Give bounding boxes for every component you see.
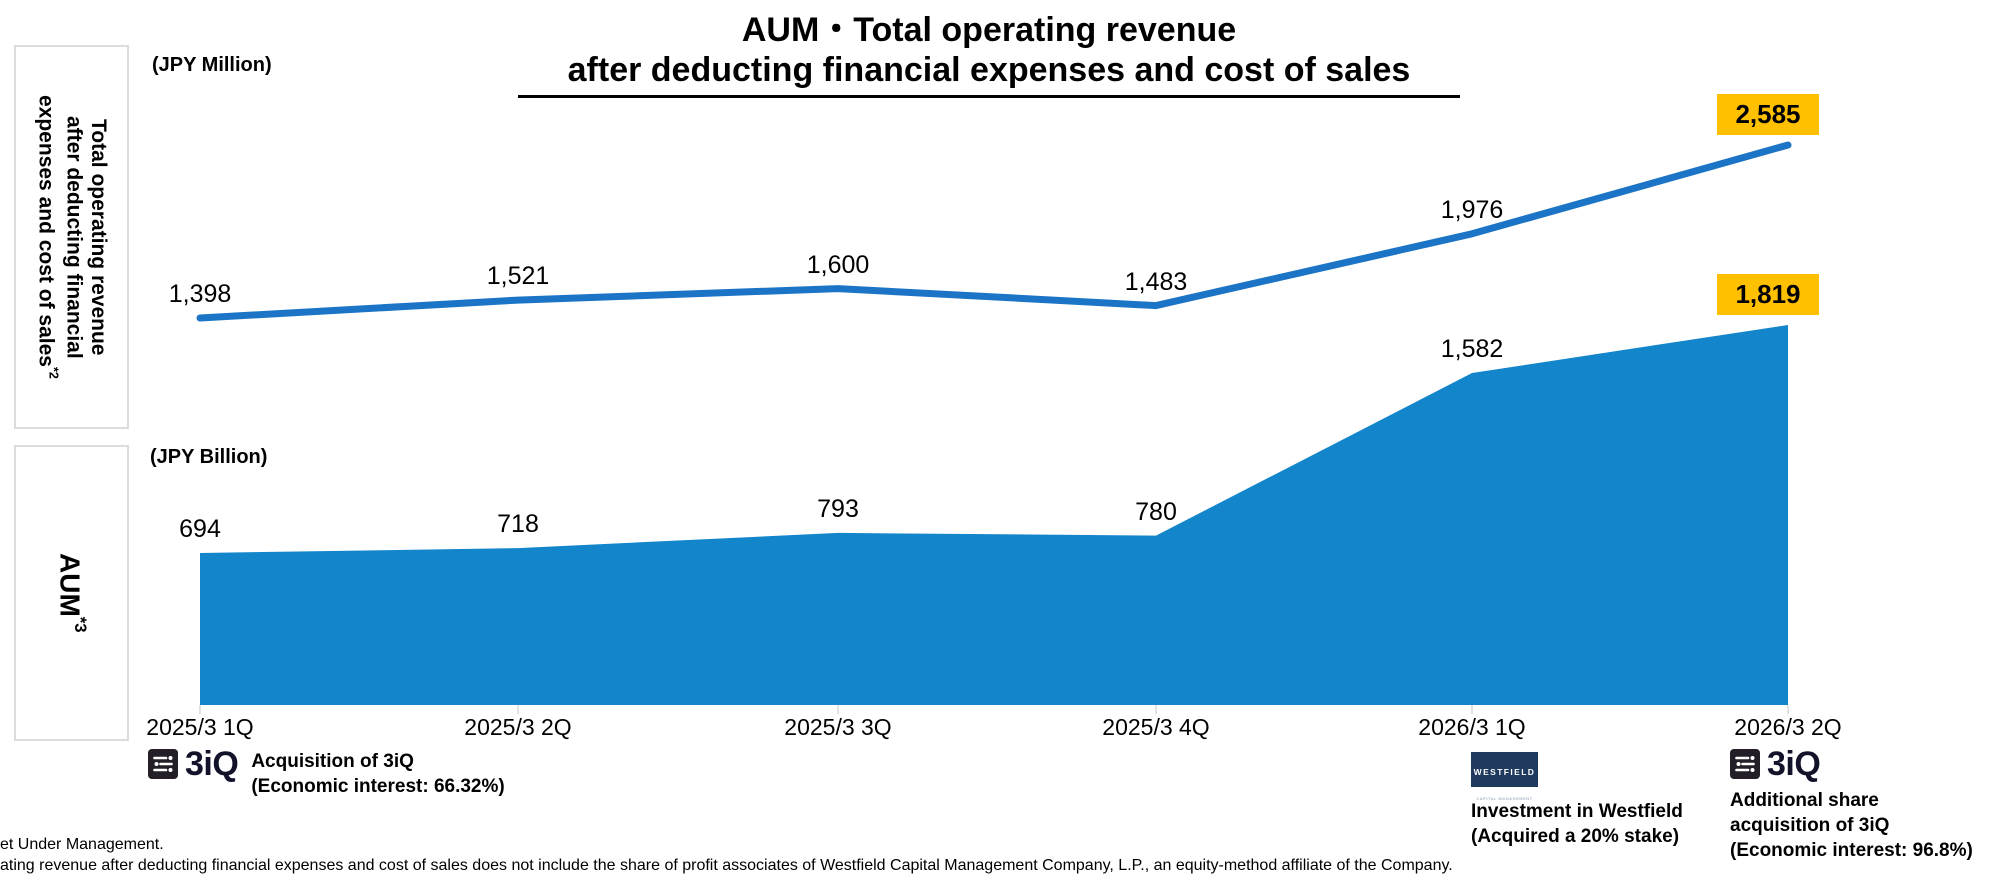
highlighted-data-label: 2,585 bbox=[1717, 94, 1819, 135]
side-label-revenue: Total operating revenue after deducting … bbox=[34, 95, 111, 379]
x-axis-label: 2025/3 4Q bbox=[1102, 714, 1210, 740]
annotation-3iq-acquisition: 3iQ Acquisition of 3iQ (Economic interes… bbox=[148, 746, 505, 799]
chart-title-line1: AUM・Total operating revenue bbox=[741, 11, 1237, 49]
chart-title: AUM・Total operating revenue after deduct… bbox=[518, 10, 1460, 98]
annotation-text: Additional share acquisition of 3iQ (Eco… bbox=[1730, 790, 1973, 861]
data-label: 1,483 bbox=[1124, 267, 1188, 296]
footnote-line2: ating revenue after deducting financial … bbox=[0, 857, 1453, 874]
data-label: 1,600 bbox=[806, 250, 870, 279]
x-axis-label: 2026/3 2Q bbox=[1734, 714, 1842, 740]
unit-label-jpy-billion: (JPY Billion) bbox=[150, 446, 268, 468]
aum-area-series bbox=[200, 325, 1788, 705]
westfield-logo: WESTFIELD CAPITAL MANAGEMENT bbox=[1471, 752, 1538, 801]
revenue-line-series bbox=[196, 141, 1792, 322]
highlighted-data-label: 1,819 bbox=[1717, 274, 1819, 315]
3iq-logo-text: 3iQ bbox=[185, 745, 239, 783]
3iq-logo-icon bbox=[148, 749, 178, 779]
side-label-revenue-box: Total operating revenue after deducting … bbox=[14, 45, 129, 429]
footnote-line1: et Under Management. bbox=[0, 836, 164, 853]
x-axis-label: 2025/3 1Q bbox=[146, 714, 254, 740]
data-label: 1,398 bbox=[168, 280, 232, 308]
data-label: 694 bbox=[179, 515, 221, 543]
footnote-ref-3: *3 bbox=[71, 616, 91, 633]
side-label-aum-box: AUM*3 bbox=[14, 445, 129, 741]
data-label: 1,582 bbox=[1440, 335, 1504, 364]
x-axis-label: 2025/3 2Q bbox=[464, 714, 572, 740]
x-axis-label: 2025/3 3Q bbox=[784, 714, 892, 740]
footnote-ref-2: *2 bbox=[46, 367, 61, 379]
unit-label-jpy-million: (JPY Million) bbox=[152, 54, 272, 76]
data-label: 1,976 bbox=[1440, 195, 1504, 224]
annotation-3iq-additional: 3iQ Additional share acquisition of 3iQ … bbox=[1730, 746, 1973, 863]
3iq-logo-icon bbox=[1730, 749, 1760, 779]
data-label: 780 bbox=[1135, 497, 1177, 526]
3iq-logo: 3iQ bbox=[148, 745, 239, 783]
westfield-logo-subtext: CAPITAL MANAGEMENT bbox=[1476, 796, 1533, 801]
data-label: 793 bbox=[817, 494, 859, 523]
3iq-logo: 3iQ bbox=[1730, 746, 1973, 782]
chart-title-line2: after deducting financial expenses and c… bbox=[567, 51, 1411, 89]
3iq-logo-text: 3iQ bbox=[1767, 745, 1821, 783]
data-label: 718 bbox=[497, 510, 539, 539]
x-axis-label: 2026/3 1Q bbox=[1418, 714, 1526, 740]
annotation-westfield-investment: WESTFIELD CAPITAL MANAGEMENT Investment … bbox=[1471, 752, 1683, 849]
annotation-text: Investment in Westfield (Acquired a 20% … bbox=[1471, 801, 1683, 847]
annotation-text: Acquisition of 3iQ (Economic interest: 6… bbox=[251, 751, 505, 797]
data-label: 1,521 bbox=[486, 262, 550, 291]
westfield-logo-text: WESTFIELD bbox=[1473, 767, 1536, 777]
side-label-aum: AUM*3 bbox=[54, 553, 91, 633]
